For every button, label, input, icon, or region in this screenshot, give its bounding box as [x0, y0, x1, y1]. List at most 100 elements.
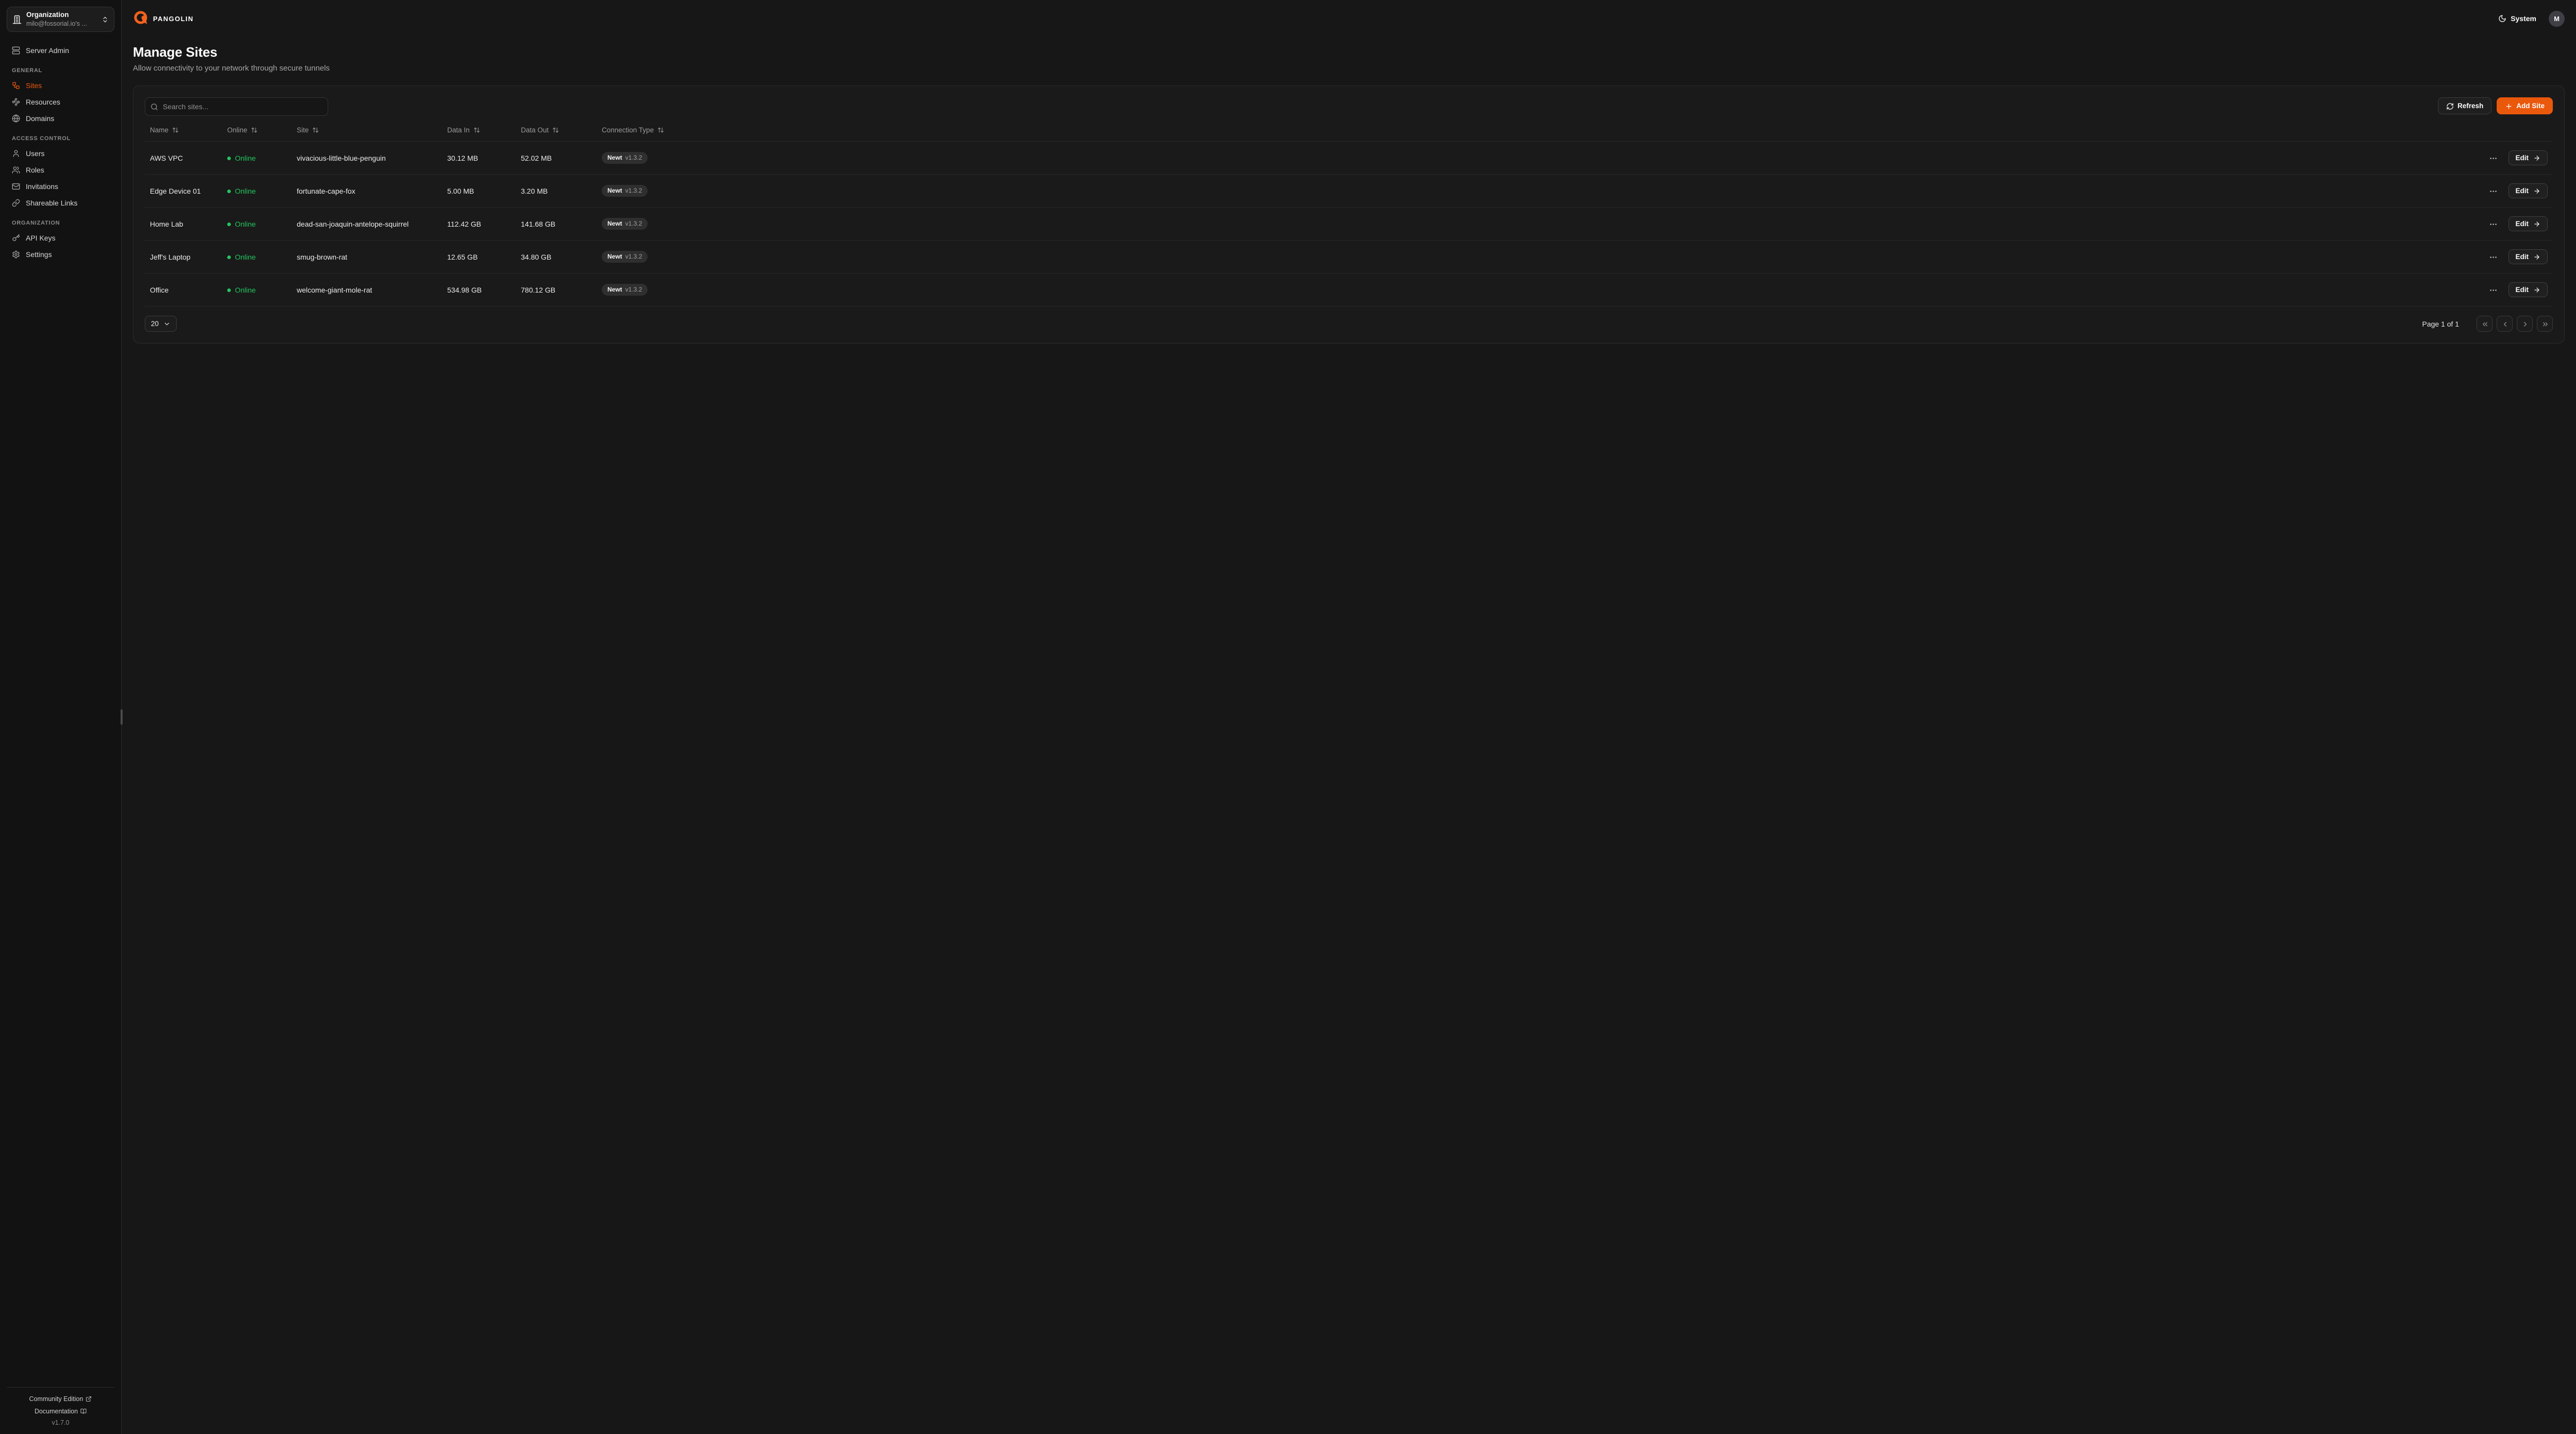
row-actions-button[interactable]	[2487, 251, 2499, 263]
pagination: Page 1 of 1	[2422, 316, 2553, 332]
org-selector-subtitle: milo@fossorial.io's ...	[26, 20, 87, 27]
page-size-select[interactable]: 20	[145, 316, 177, 332]
table-row: AWS VPC Online vivacious-little-blue-pen…	[145, 141, 2553, 175]
row-actions-button[interactable]	[2487, 185, 2499, 197]
sidebar-item-domains[interactable]: Domains	[7, 110, 114, 127]
page-content: Manage Sites Allow connectivity to your …	[122, 37, 2576, 364]
arrow-right-icon	[2533, 253, 2540, 261]
moon-icon	[2498, 14, 2506, 23]
sort-name[interactable]: Name	[147, 124, 182, 136]
sidebar-item-resources[interactable]: Resources	[7, 94, 114, 110]
external-link-icon	[86, 1396, 92, 1402]
refresh-icon	[2446, 103, 2453, 110]
server-icon	[12, 46, 20, 55]
sidebar-item-api-keys[interactable]: API Keys	[7, 230, 114, 246]
sidebar-item-label: Sites	[26, 81, 42, 90]
table-row: Home Lab Online dead-san-joaquin-antelop…	[145, 207, 2553, 241]
status-label: Online	[235, 154, 256, 163]
status-label: Online	[235, 286, 256, 295]
add-site-button[interactable]: Add Site	[2497, 97, 2553, 114]
sidebar-item-settings[interactable]: Settings	[7, 246, 114, 263]
documentation-link[interactable]: Documentation	[35, 1408, 87, 1415]
sidebar-resize-handle[interactable]	[121, 709, 123, 725]
sidebar-item-sites[interactable]: Sites	[7, 77, 114, 94]
sidebar-item-server-admin[interactable]: Server Admin	[7, 42, 114, 59]
edit-button[interactable]: Edit	[2508, 183, 2548, 198]
sidebar-item-shareable-links[interactable]: Shareable Links	[7, 195, 114, 211]
sidebar-nav: Server Admin GENERAL Sites Resources Do	[7, 42, 114, 263]
sidebar-item-roles[interactable]: Roles	[7, 162, 114, 178]
sort-icon	[473, 127, 480, 133]
connection-type-badge: Newt v1.3.2	[602, 217, 648, 230]
first-page-button[interactable]	[2477, 316, 2493, 332]
data-in: 30.12 MB	[447, 153, 478, 162]
page-subtitle: Allow connectivity to your network throu…	[133, 64, 330, 73]
sidebar-item-label: Domains	[26, 114, 55, 123]
table-row: Edge Device 01 Online fortunate-cape-fox…	[145, 174, 2553, 208]
sidebar-footer: Community Edition Documentation v1.7.0	[7, 1387, 114, 1429]
sidebar-item-invitations[interactable]: Invitations	[7, 178, 114, 195]
connection-type-badge: Newt v1.3.2	[602, 184, 648, 197]
gear-icon	[12, 250, 20, 259]
edit-button[interactable]: Edit	[2508, 216, 2548, 231]
link-icon	[12, 199, 20, 207]
row-actions-button[interactable]	[2487, 218, 2499, 230]
toolbar-actions: Refresh Add Site	[2437, 97, 2553, 114]
edit-button[interactable]: Edit	[2508, 150, 2548, 165]
connection-type-badge: Newt v1.3.2	[602, 250, 648, 263]
chevron-right-icon	[2521, 320, 2529, 328]
sort-icon	[172, 127, 179, 133]
online-dot-icon	[227, 288, 231, 292]
sort-connection-type[interactable]: Connection Type	[599, 124, 667, 136]
online-dot-icon	[227, 255, 231, 259]
sort-online[interactable]: Online	[224, 124, 261, 136]
avatar[interactable]: M	[2549, 10, 2565, 27]
domains-icon	[12, 114, 20, 123]
table-header-row: Name Online Site Data In Data Out Connec…	[145, 122, 2553, 142]
status-label: Online	[235, 187, 256, 196]
refresh-button[interactable]: Refresh	[2437, 97, 2492, 114]
ellipsis-icon	[2489, 154, 2497, 162]
sidebar-item-label: Invitations	[26, 182, 59, 191]
previous-page-button[interactable]	[2497, 316, 2513, 332]
chevrons-left-icon	[2481, 320, 2488, 328]
next-page-button[interactable]	[2517, 316, 2533, 332]
sidebar-item-label: Roles	[26, 166, 44, 175]
sort-data-out[interactable]: Data Out	[518, 124, 562, 136]
brand-name: PANGOLIN	[153, 14, 194, 23]
refresh-label: Refresh	[2457, 102, 2484, 110]
edit-button[interactable]: Edit	[2508, 282, 2548, 297]
plus-icon	[2505, 103, 2512, 110]
arrow-right-icon	[2533, 187, 2540, 195]
site-name: Edge Device 01	[150, 186, 201, 195]
search-box	[145, 97, 328, 116]
theme-toggle-button[interactable]: System	[2498, 14, 2536, 23]
arrow-right-icon	[2533, 155, 2540, 162]
online-dot-icon	[227, 189, 231, 193]
sort-site[interactable]: Site	[294, 124, 322, 136]
theme-label: System	[2511, 14, 2536, 23]
sort-data-in[interactable]: Data In	[444, 124, 483, 136]
column-actions	[714, 122, 2553, 142]
nav-heading-general: GENERAL	[12, 67, 43, 74]
community-edition-link[interactable]: Community Edition	[29, 1395, 92, 1403]
connection-type-badge: Newt v1.3.2	[602, 283, 648, 296]
row-actions-button[interactable]	[2487, 284, 2499, 296]
last-page-button[interactable]	[2537, 316, 2553, 332]
user-icon	[12, 149, 20, 158]
sidebar-item-users[interactable]: Users	[7, 145, 114, 162]
edit-button[interactable]: Edit	[2508, 249, 2548, 264]
page-size-value: 20	[151, 320, 159, 328]
building-icon	[12, 15, 22, 24]
site-slug: welcome-giant-mole-rat	[297, 285, 372, 294]
sites-icon	[12, 81, 20, 90]
row-actions-button[interactable]	[2487, 152, 2499, 164]
search-icon	[150, 103, 158, 110]
search-input[interactable]	[145, 97, 328, 116]
org-selector[interactable]: Organization milo@fossorial.io's ...	[7, 7, 114, 32]
resources-icon	[12, 98, 20, 106]
app-version: v1.7.0	[52, 1419, 70, 1426]
online-dot-icon	[227, 222, 231, 226]
sidebar-item-label: API Keys	[26, 234, 56, 243]
data-in: 12.65 GB	[447, 252, 478, 261]
